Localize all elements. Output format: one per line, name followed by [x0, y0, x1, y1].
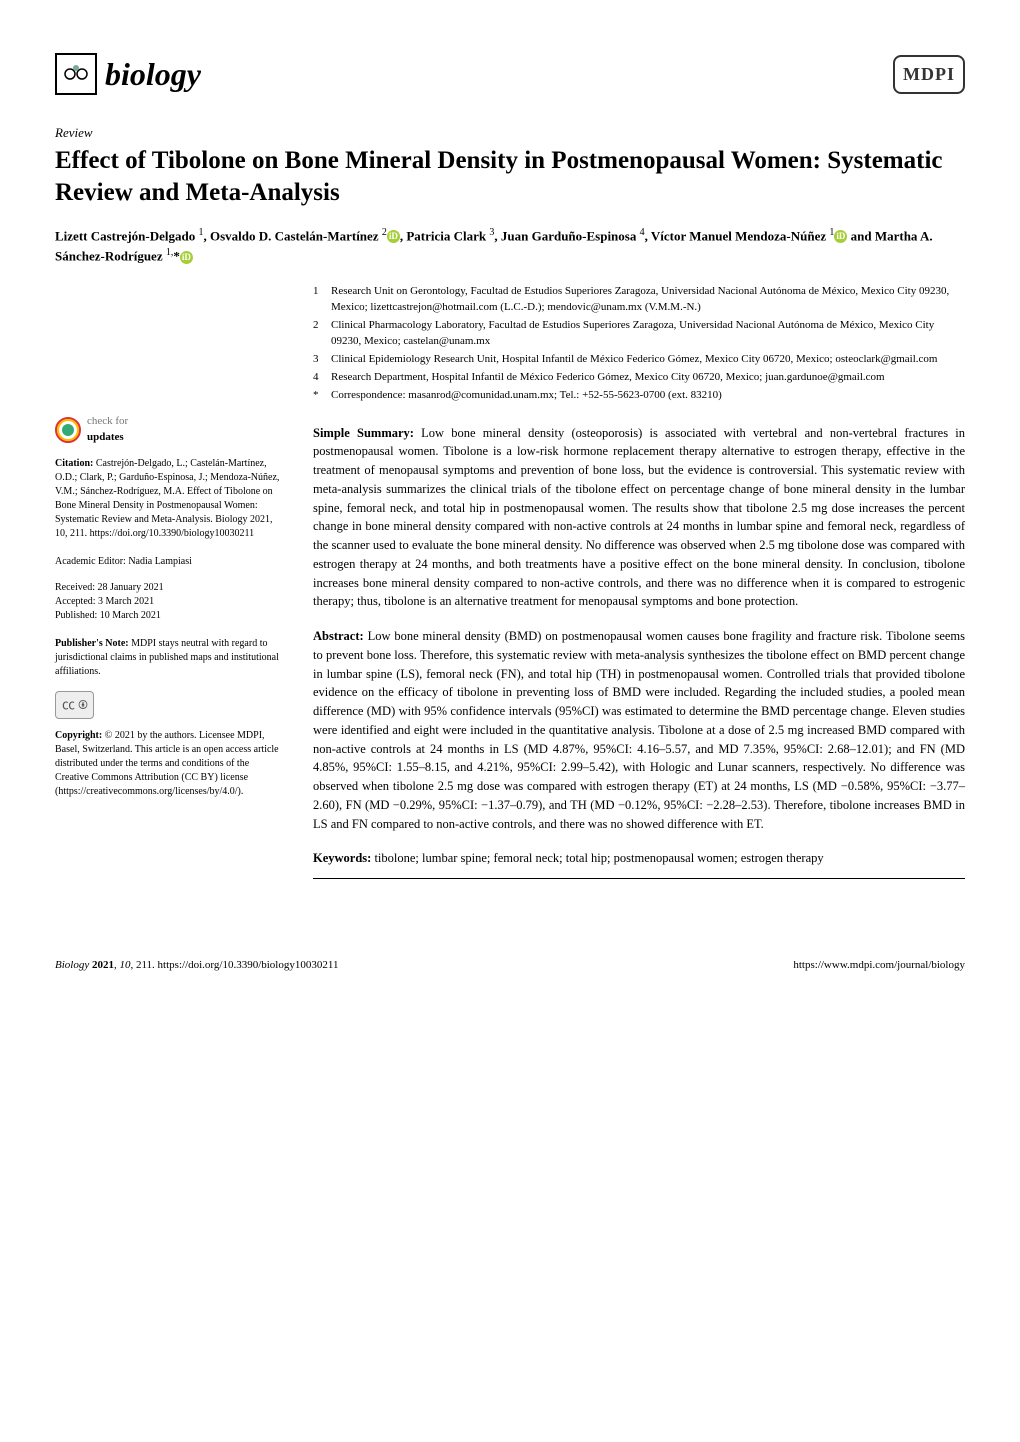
publisher-logo: MDPI — [893, 55, 965, 94]
orcid-icon: iD — [834, 230, 847, 243]
simple-summary: Simple Summary: Low bone mineral density… — [313, 424, 965, 612]
check-updates-icon — [55, 417, 81, 443]
keywords: Keywords: tibolone; lumbar spine; femora… — [313, 849, 965, 879]
paper-title: Effect of Tibolone on Bone Mineral Densi… — [55, 145, 965, 210]
main-content: 1Research Unit on Gerontology, Facultad … — [313, 284, 965, 879]
footer: Biology 2021, 10, 211. https://doi.org/1… — [55, 949, 965, 974]
check-updates-label: check for updates — [87, 414, 128, 445]
cc-license-badge: ㏄🅯 — [55, 691, 285, 719]
journal-logo-icon — [55, 53, 97, 95]
cc-icon: ㏄🅯 — [55, 691, 94, 719]
orcid-icon: iD — [387, 230, 400, 243]
authors: Lizett Castrejón-Delgado 1, Osvaldo D. C… — [55, 225, 965, 267]
journal-logo: biology — [55, 50, 201, 98]
publisher-note: Publisher's Note: MDPI stays neutral wit… — [55, 637, 285, 679]
copyright-block: Copyright: © 2021 by the authors. Licens… — [55, 729, 285, 799]
abstract: Abstract: Low bone mineral density (BMD)… — [313, 627, 965, 833]
orcid-icon: iD — [180, 251, 193, 264]
header: biology MDPI — [55, 50, 965, 98]
footer-right: https://www.mdpi.com/journal/biology — [793, 957, 965, 974]
article-type: Review — [55, 123, 965, 143]
dates-block: Received: 28 January 2021 Accepted: 3 Ma… — [55, 581, 285, 623]
editor-block: Academic Editor: Nadia Lampiasi — [55, 555, 285, 569]
check-updates-badge[interactable]: check for updates — [55, 414, 285, 445]
footer-left: Biology 2021, 10, 211. https://doi.org/1… — [55, 957, 338, 974]
affiliations: 1Research Unit on Gerontology, Facultad … — [313, 284, 965, 404]
journal-name: biology — [105, 50, 201, 98]
citation-block: Citation: Castrejón-Delgado, L.; Castelá… — [55, 457, 285, 541]
sidebar: check for updates Citation: Castrejón-De… — [55, 284, 285, 879]
